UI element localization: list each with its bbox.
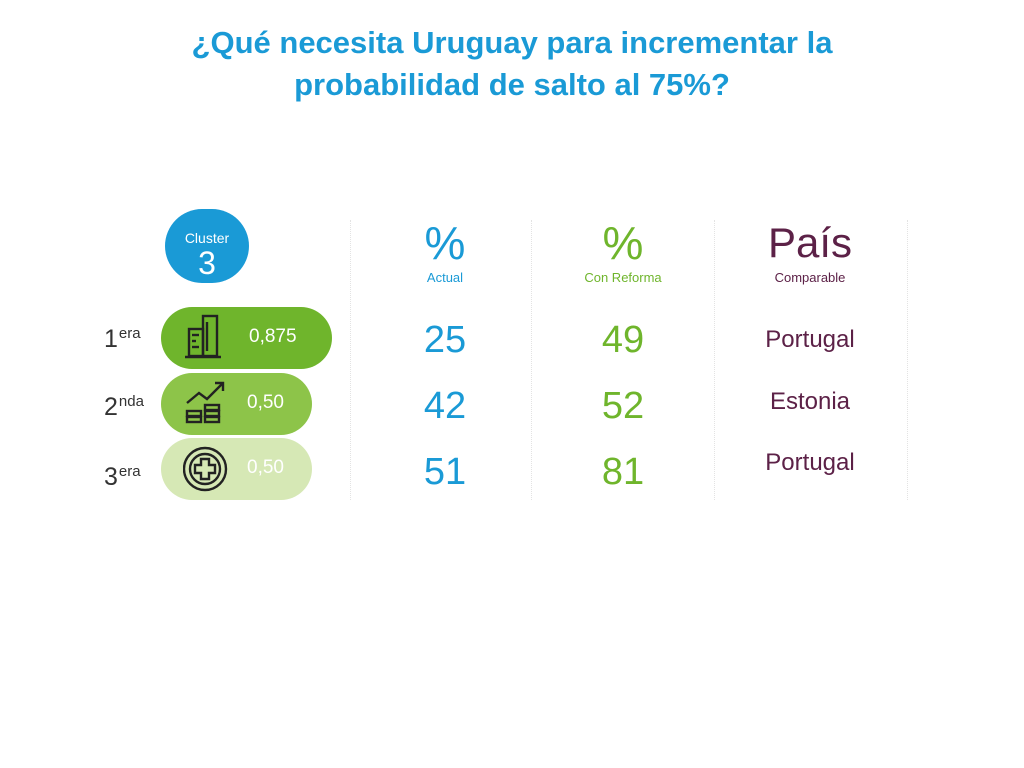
actual-value: 42	[423, 385, 467, 427]
rank-label: 3era	[104, 463, 141, 491]
cluster-badge: Cluster 3	[165, 209, 249, 283]
rank-label: 2nda	[104, 393, 144, 421]
column-label: Comparable	[774, 270, 846, 285]
health-cross-icon	[183, 446, 228, 492]
indicator-pill: 0,875	[161, 307, 332, 369]
actual-value: 51	[423, 451, 467, 493]
column-divider	[350, 220, 351, 500]
buildings-icon	[185, 314, 221, 359]
column-header-pais: País Comparable	[730, 216, 890, 286]
column-label: Actual	[426, 270, 464, 285]
column-symbol: %	[424, 217, 466, 269]
cluster-label: Cluster	[184, 230, 230, 246]
rank-label: 1era	[104, 325, 141, 353]
cluster-number: 3	[198, 245, 216, 281]
reforma-value: 49	[601, 319, 645, 361]
column-divider	[531, 220, 532, 500]
column-header-reforma: % Con Reforma	[553, 216, 693, 286]
column-divider	[907, 220, 908, 500]
country-name: Portugal	[765, 326, 855, 353]
reforma-value: 52	[601, 385, 645, 427]
title-line-1: ¿Qué necesita Uruguay para incrementar l…	[191, 25, 833, 60]
indicator-value: 0,875	[249, 326, 297, 347]
indicator-pill: 0,50	[161, 438, 312, 500]
indicator-pill: 0,50	[161, 373, 312, 435]
column-label: Con Reforma	[584, 270, 662, 285]
country-name: Portugal	[765, 449, 855, 476]
indicator-value: 0,50	[247, 457, 284, 478]
column-symbol: %	[602, 217, 644, 269]
column-header-actual: % Actual	[375, 216, 515, 286]
page-title: ¿Qué necesita Uruguay para incrementar l…	[0, 22, 1024, 106]
indicator-value: 0,50	[247, 392, 284, 413]
actual-value: 25	[423, 319, 467, 361]
reforma-value: 81	[601, 451, 645, 493]
title-line-2: probabilidad de salto al 75%?	[294, 67, 730, 102]
growth-coins-icon	[185, 381, 225, 424]
column-symbol: País	[767, 219, 853, 266]
column-divider	[714, 220, 715, 500]
country-name: Estonia	[769, 388, 851, 415]
